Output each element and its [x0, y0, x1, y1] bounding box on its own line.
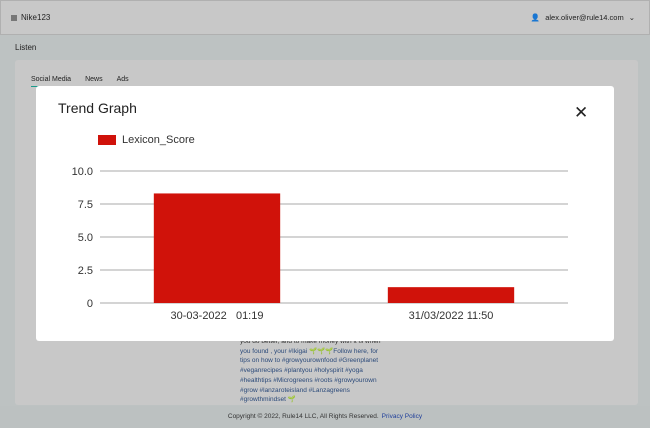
post-line: tips on how to #growyourownfood #Greenpl…: [240, 357, 379, 365]
trend-graph-modal: Trend Graph ✕ Lexicon_Score 0 2.5 5.0 7.5 10…: [36, 86, 614, 341]
legend-swatch: [98, 135, 116, 145]
legend: Lexicon_Score: [98, 134, 195, 146]
footer: Copyright © 2022, Rule14 LLC, All Rights…: [0, 406, 650, 428]
close-icon[interactable]: ✕: [574, 103, 589, 122]
y-tick-label: 5.0: [78, 232, 93, 244]
brand[interactable]: Nike123: [11, 13, 50, 22]
post-line: #veganrecipes #plantyou #holyspirit #yog…: [240, 367, 363, 375]
tab-news[interactable]: News: [85, 76, 103, 83]
bar-chart: 0 2.5 5.0 7.5 10.0 30-03-2022 01:19 31/03/2022…: [72, 166, 568, 322]
brand-name: Nike123: [21, 13, 51, 22]
y-tick-label: 7.5: [78, 199, 93, 211]
top-bar: Nike123 👤 alex.oliver@rule14.com ⌄: [0, 0, 650, 35]
post-line: you do better, and to make money with it…: [240, 338, 381, 345]
menu-icon: [11, 14, 17, 21]
bar: [153, 193, 281, 303]
bar: [387, 287, 515, 303]
post-line: #healthtips #Microgreens #roots #growyou…: [240, 376, 377, 384]
x-tick-label: 31/03/2022 11:50: [409, 310, 494, 322]
legend-label: Lexicon_Score: [122, 134, 195, 146]
post-line: you found , your #Ikigai 🌱🌱🌱Follow here,…: [240, 347, 379, 355]
page-title: Listen: [15, 43, 37, 52]
y-tick-label: 0: [87, 298, 93, 310]
post-line: #growthmindset 🌱: [240, 396, 296, 404]
user-icon: 👤: [530, 13, 541, 22]
y-tick-label: 10.0: [72, 166, 93, 178]
x-tick-label: 30-03-2022 01:19: [171, 310, 264, 322]
user-menu[interactable]: 👤 alex.oliver@rule14.com ⌄: [531, 13, 635, 22]
user-email: alex.oliver@rule14.com: [545, 13, 624, 22]
privacy-policy-link[interactable]: Privacy Policy: [381, 413, 423, 420]
post-line: #grow #lanzaroteisland #Lanzagreens: [240, 386, 350, 394]
post-text: you do better, and to make money with it…: [240, 337, 405, 405]
y-tick-label: 2.5: [78, 265, 93, 277]
tab-ads[interactable]: Ads: [116, 76, 129, 83]
copyright: Copyright © 2022, Rule14 LLC, All Rights…: [227, 413, 379, 420]
chevron-down-icon: ⌄: [628, 13, 635, 22]
modal-title: Trend Graph: [58, 100, 137, 116]
